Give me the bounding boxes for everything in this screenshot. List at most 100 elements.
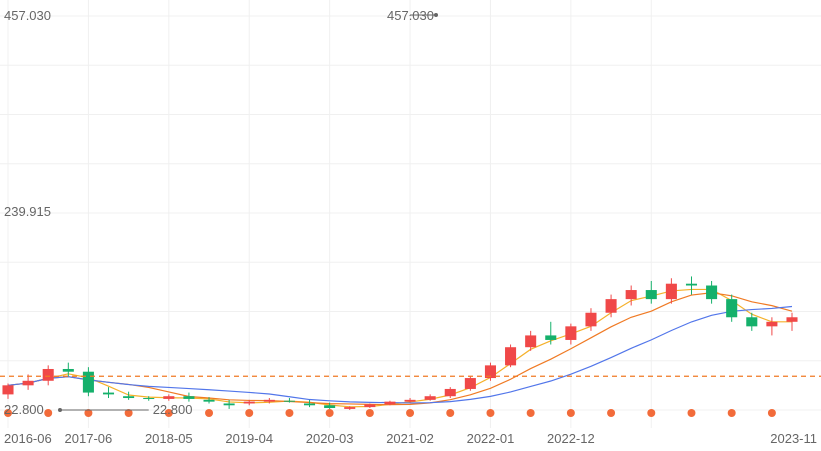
- candle-body: [324, 405, 336, 409]
- candle-body: [203, 399, 215, 402]
- candle-body: [143, 398, 155, 400]
- candle-body: [2, 385, 14, 395]
- candle-body: [585, 312, 597, 327]
- candle: [223, 399, 235, 409]
- candle: [283, 398, 295, 403]
- event-marker: [687, 409, 696, 417]
- x-tick-label: 2022-01: [467, 431, 515, 446]
- candle: [404, 398, 416, 403]
- candle-body: [484, 365, 496, 379]
- x-tick-label: 2023-11: [770, 431, 817, 446]
- candle: [364, 403, 376, 409]
- candle: [565, 323, 577, 345]
- candle: [324, 402, 336, 409]
- candle: [82, 367, 94, 397]
- min-annotation-dot: [58, 408, 62, 412]
- candle: [2, 383, 14, 399]
- candle: [665, 278, 677, 304]
- x-tick-label: 2016-06: [4, 431, 52, 446]
- event-marker: [325, 409, 334, 417]
- x-tick-label: 2021-02: [386, 431, 434, 446]
- ma-mid-line: [7, 292, 793, 406]
- candle: [163, 394, 175, 401]
- candle: [746, 312, 758, 331]
- candle-body: [22, 380, 34, 386]
- candle-body: [384, 401, 396, 405]
- candle-body: [102, 392, 115, 395]
- candle: [102, 387, 115, 399]
- candle: [123, 391, 135, 400]
- y-tick-label: 457.030: [4, 8, 51, 23]
- event-marker: [365, 409, 374, 417]
- candle-body: [766, 321, 778, 327]
- candle: [585, 308, 597, 331]
- candle: [384, 400, 396, 406]
- candle: [243, 399, 255, 406]
- candle: [786, 312, 798, 331]
- candle-body: [123, 396, 135, 399]
- candles: [2, 276, 798, 410]
- y-tick-label: 22.800: [4, 402, 44, 417]
- candle-body: [505, 347, 517, 366]
- candle-body: [283, 400, 295, 402]
- x-tick-label: 2017-06: [65, 431, 113, 446]
- candle: [62, 362, 74, 377]
- candle: [605, 294, 617, 318]
- candle: [766, 317, 778, 336]
- event-marker: [245, 409, 254, 417]
- candle-body: [786, 317, 798, 322]
- candle: [424, 394, 436, 401]
- candle-body: [263, 399, 275, 402]
- candle-body: [525, 335, 537, 348]
- candle-body: [424, 396, 436, 400]
- candle: [42, 365, 54, 386]
- candle-body: [444, 388, 456, 397]
- max-annotation-label: 457.030: [387, 8, 434, 23]
- candle: [344, 406, 356, 410]
- event-marker: [124, 409, 133, 417]
- candle-body: [62, 368, 74, 372]
- x-tick-label: 2018-05: [145, 431, 193, 446]
- event-marker: [205, 409, 214, 417]
- max-annotation-dot: [434, 13, 438, 17]
- candle-body: [364, 404, 376, 408]
- min-annotation-label: 22.800: [153, 402, 193, 417]
- candle-body: [565, 326, 577, 340]
- event-marker: [647, 409, 656, 417]
- x-tick-label: 2022-12: [547, 431, 595, 446]
- candle-body: [685, 283, 698, 286]
- candle-body: [645, 290, 657, 300]
- candle-body: [746, 317, 758, 327]
- candle-body: [344, 407, 356, 409]
- axes: 457.030 239.915 22.800 2016-06 2017-06 2018-0…: [4, 8, 817, 446]
- candle: [263, 398, 275, 404]
- ma-long-line: [7, 305, 793, 404]
- candle-body: [223, 403, 235, 406]
- event-marker: [44, 409, 53, 417]
- event-marker: [4, 409, 12, 417]
- candle-body: [42, 368, 54, 381]
- candle: [706, 280, 718, 304]
- event-markers: [4, 409, 776, 417]
- candle: [484, 362, 496, 381]
- candle: [464, 376, 476, 391]
- event-marker: [486, 409, 495, 417]
- event-marker: [406, 409, 415, 417]
- x-tick-label: 2019-04: [225, 431, 273, 446]
- candle-body: [726, 299, 738, 318]
- event-marker: [727, 409, 736, 417]
- candle: [203, 397, 215, 404]
- candle: [143, 396, 155, 401]
- candle: [525, 330, 537, 351]
- candle-body: [243, 401, 255, 404]
- event-marker: [446, 409, 455, 417]
- event-marker: [767, 409, 776, 417]
- x-tick-label: 2020-03: [306, 431, 354, 446]
- candle-body: [404, 399, 416, 402]
- candle-body: [183, 396, 195, 399]
- event-marker: [566, 409, 575, 417]
- ma-short-line: [7, 288, 792, 408]
- moving-average-lines: [7, 288, 793, 408]
- event-marker: [164, 409, 173, 417]
